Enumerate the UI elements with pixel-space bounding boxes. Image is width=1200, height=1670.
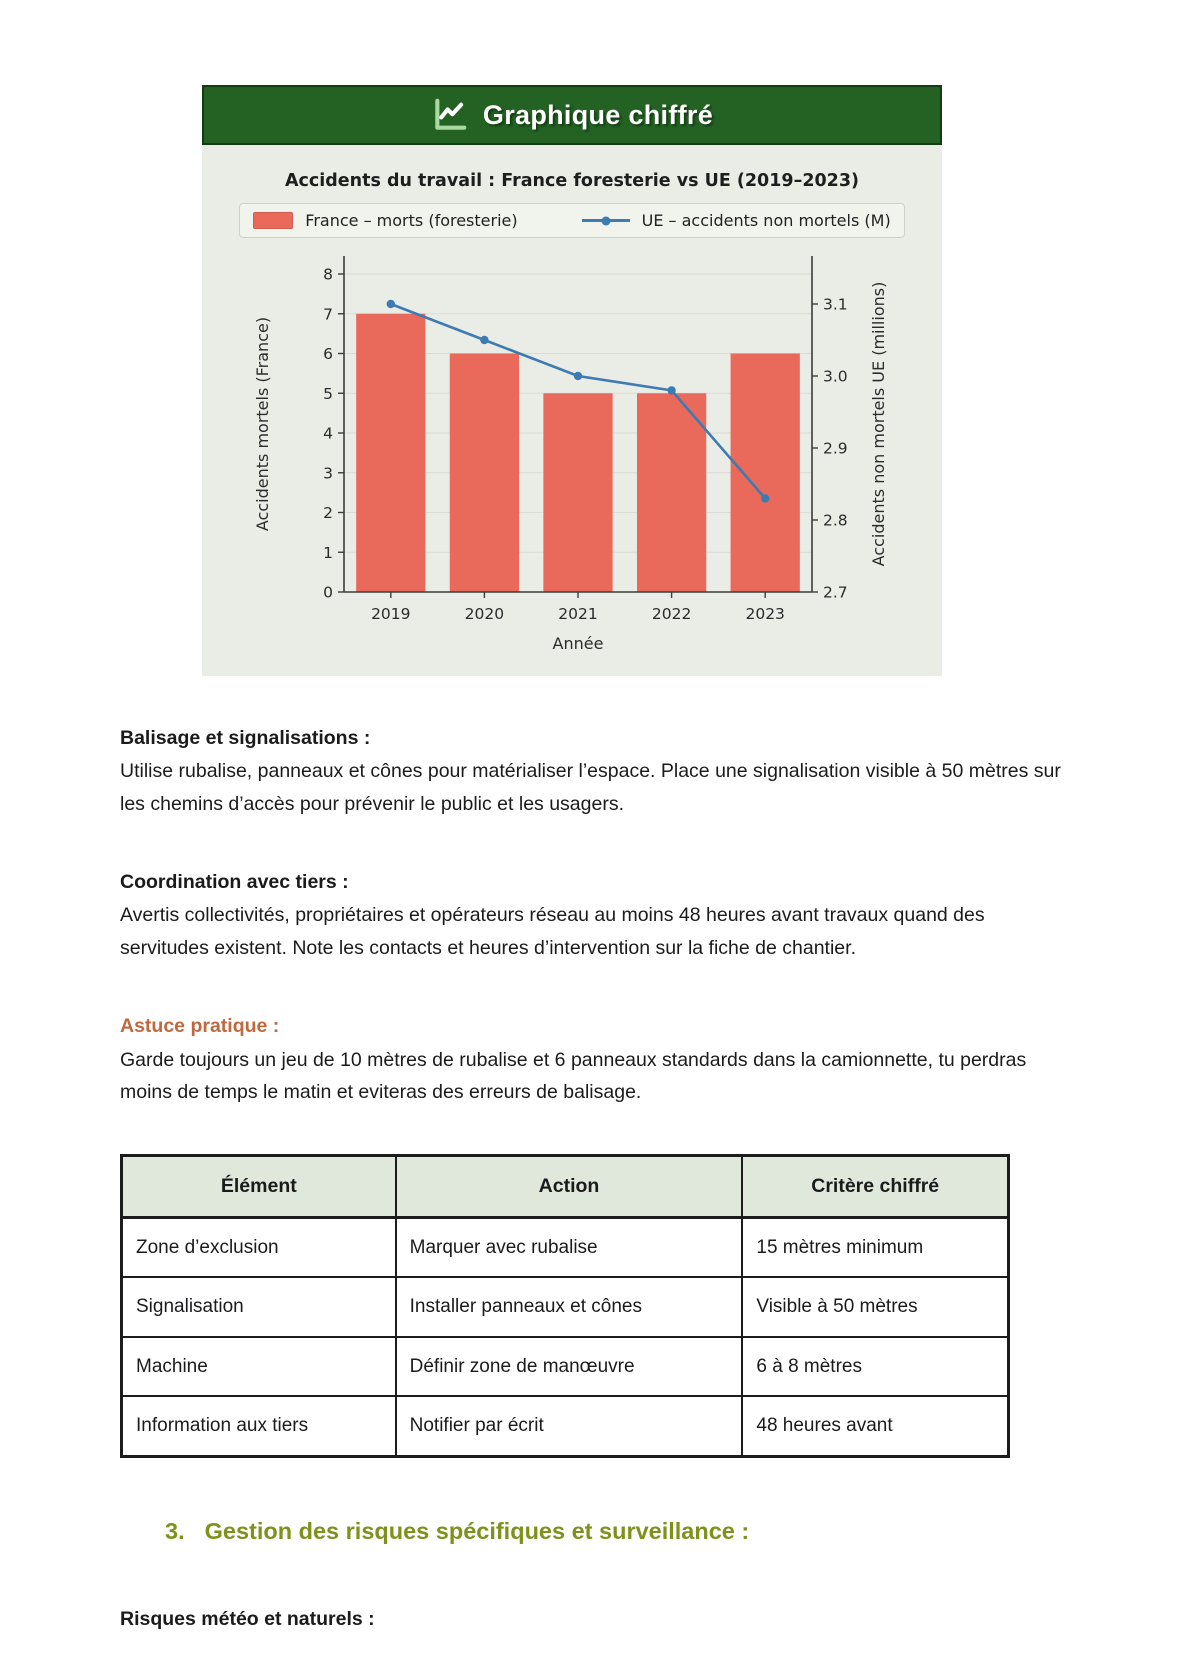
criteria-table-body: Zone d’exclusion Marquer avec rubalise 1… [120,1216,1010,1458]
svg-text:7: 7 [323,305,333,323]
svg-text:3: 3 [323,464,333,482]
bar-2023 [730,353,800,592]
line-marker-2023 [761,494,770,503]
table-cell: Définir zone de manœuvre [394,1335,744,1398]
chart-card: Graphique chiffré Accidents du travail :… [202,85,942,676]
table-cell: Signalisation [120,1276,397,1338]
chart-legend: France – morts (foresterie) UE – acciden… [239,203,905,238]
svg-text:3.0: 3.0 [823,368,848,386]
column-header-action: Action [394,1154,744,1219]
table-cell: Notifier par écrit [394,1395,744,1458]
svg-text:2: 2 [323,504,333,522]
line-marker-2022 [667,386,676,395]
table-cell: Information aux tiers [120,1395,397,1458]
legend-label-ue: UE – accidents non mortels (M) [641,211,891,230]
legend-item-ue: UE – accidents non mortels (M) [581,211,891,230]
legend-label-france: France – morts (foresterie) [305,211,518,230]
table-cell: Marquer avec rubalise [394,1216,744,1279]
section-heading-balisage: Balisage et signalisations : [120,727,371,749]
section-paragraph-astuce: Garde toujours un jeu de 10 mètres de ru… [120,1048,1027,1103]
bar-2021 [543,393,613,592]
line-marker-2019 [386,299,395,309]
combo-chart: 0 1 2 3 4 5 6 7 8 2.7 2.8 2.9 3.0 3.1 2019 2020 2021 2022… [253,256,888,653]
svg-text:4: 4 [323,425,333,443]
chart-title: Accidents du travail : France foresterie… [284,171,860,191]
svg-text:2.9: 2.9 [823,440,848,458]
svg-text:2019: 2019 [371,605,410,623]
table-row: Zone d’exclusion Marquer avec rubalise 1… [120,1216,1010,1279]
svg-text:5: 5 [323,385,333,403]
section-heading-coordination: Coordination avec tiers : [120,871,349,894]
document-body: Balisage et signalisations : Utilise rub… [120,722,1075,1635]
bar-2022 [636,393,707,592]
table-row: Signalisation Installer panneaux et cône… [120,1276,1010,1338]
table-cell: Zone d’exclusion [120,1216,397,1279]
section-paragraph-coordination: Avertis collectivités, propriétaires et … [120,904,985,959]
svg-text:6: 6 [323,345,333,363]
legend-item-france: France – morts (foresterie) [253,211,518,230]
svg-text:2021: 2021 [558,605,597,623]
section-paragraph-balisage: Utilise rubalise, panneaux et cônes pour… [120,760,1061,815]
svg-text:2020: 2020 [465,605,504,623]
criteria-table: Élément Action Critère chiffré Zone d’ex… [120,1154,1010,1458]
bar-2020 [449,353,520,592]
left-axis-label: Accidents mortels (France) [253,317,272,531]
svg-text:1: 1 [323,544,333,562]
chart-card-title: Graphique chiffré [482,99,714,130]
line-marker-2021 [573,371,583,381]
svg-text:3.1: 3.1 [823,296,848,314]
x-axis-label: Année [553,634,604,653]
heading-number: 3. [165,1517,185,1544]
table-row: Information aux tiers Notifier par écrit… [120,1395,1010,1458]
line-chart-icon [431,96,469,134]
svg-text:2022: 2022 [652,605,691,623]
bar-swatch-icon [253,212,294,229]
column-header-critere: Critère chiffré [741,1154,1010,1219]
line-marker-2020 [480,335,489,345]
heading-text: Gestion des risques spécifiques et surve… [204,1517,750,1544]
chart-card-body: Accidents du travail : France foresterie… [202,145,942,676]
criteria-table-head: Élément Action Critère chiffré [120,1154,1010,1219]
table-cell: Machine [120,1335,397,1398]
numbered-section-heading: 3. Gestion des risques spécifiques et su… [165,1512,1075,1551]
svg-text:2023: 2023 [745,605,784,623]
table-cell: 48 heures avant [741,1395,1010,1458]
svg-text:2.8: 2.8 [823,512,848,530]
table-cell: 15 mètres minimum [741,1216,1010,1279]
section-heading-risques-meteo: Risques météo et naturels : [120,1607,375,1630]
section-heading-astuce: Astuce pratique : [120,1015,280,1038]
line-marker-icon [581,219,630,222]
svg-text:8: 8 [323,266,333,284]
table-header-row: Élément Action Critère chiffré [120,1154,1010,1219]
svg-text:2.7: 2.7 [823,584,848,602]
chart-card-header: Graphique chiffré [202,85,942,145]
right-axis-label: Accidents non mortels UE (millions) [869,282,888,567]
table-cell: Visible à 50 mètres [741,1276,1010,1338]
table-row: Machine Définir zone de manœuvre 6 à 8 m… [120,1335,1010,1398]
svg-text:0: 0 [323,584,333,602]
column-header-element: Élément [120,1154,397,1219]
table-cell: 6 à 8 mètres [741,1335,1010,1398]
bar-2019 [356,313,426,592]
table-cell: Installer panneaux et cônes [394,1276,744,1338]
